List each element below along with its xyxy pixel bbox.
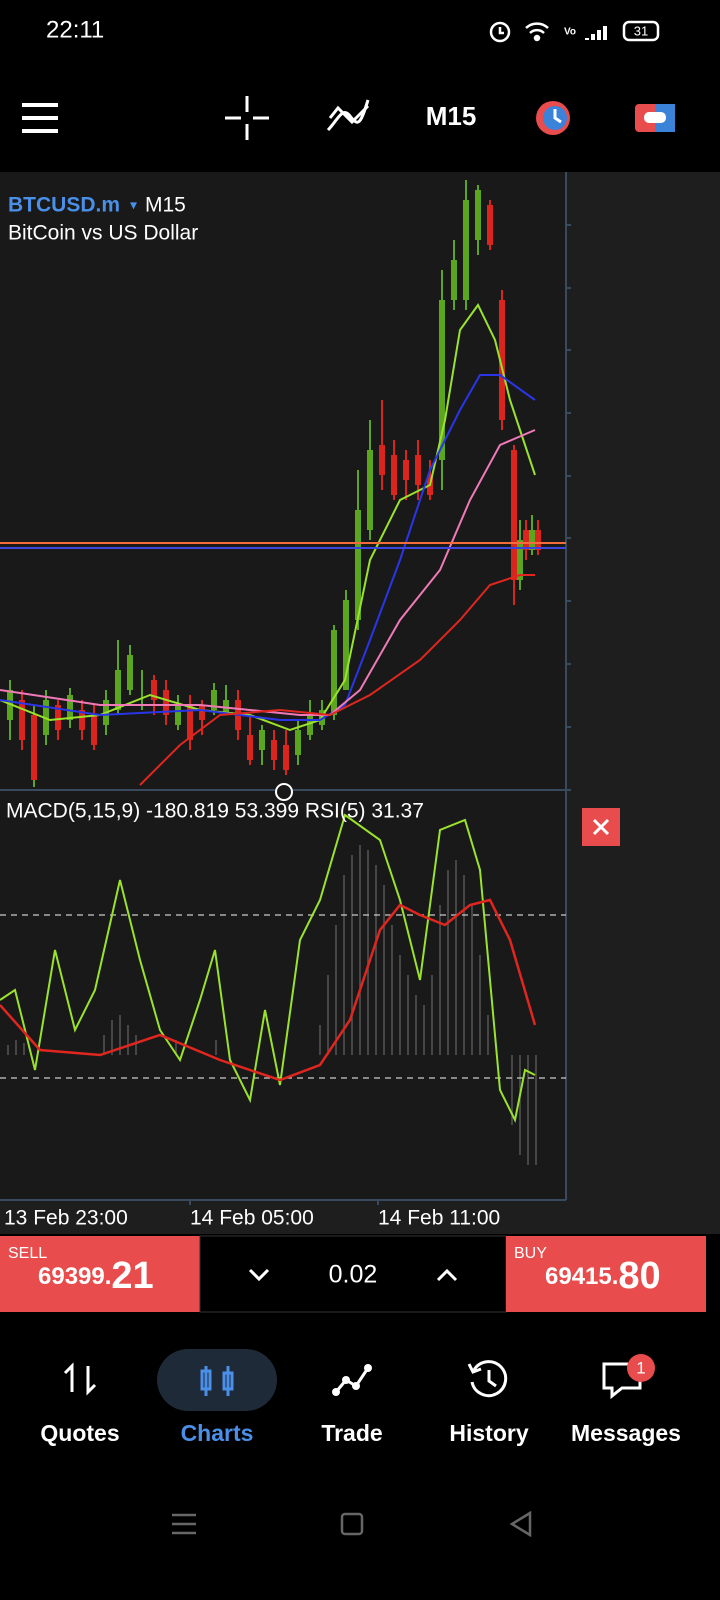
- nav-label: Messages: [571, 1420, 681, 1446]
- volume-value[interactable]: 0.02: [329, 1261, 378, 1289]
- volume-down[interactable]: [248, 1268, 270, 1282]
- nav-label: History: [449, 1420, 528, 1446]
- candlesticks: [7, 180, 541, 787]
- nav-messages[interactable]: 1 Messages: [571, 1354, 681, 1446]
- time-label: 14 Feb 11:00: [378, 1207, 500, 1230]
- battery-level: 31: [634, 23, 648, 38]
- nav-label: Charts: [181, 1420, 254, 1446]
- symbol-name[interactable]: BTCUSD.m: [8, 194, 120, 217]
- messages-badge: 1: [636, 1358, 645, 1377]
- system-nav[interactable]: [172, 1510, 532, 1538]
- menu-button[interactable]: [22, 103, 58, 133]
- signal-line: [0, 898, 537, 1082]
- indicator-label: MACD(5,15,9) -180.819 53.399 RSI(5) 31.3…: [6, 800, 424, 823]
- nav-label: Quotes: [40, 1420, 119, 1446]
- sell-label: SELL: [8, 1245, 47, 1262]
- pane-resize-handle[interactable]: [275, 783, 293, 801]
- chart-pane: [0, 172, 566, 1200]
- indicators-button[interactable]: [326, 99, 370, 132]
- buy-button[interactable]: BUY 69415.80: [506, 1236, 706, 1312]
- status-time: 22:11: [46, 16, 104, 43]
- rsi-line: [0, 813, 536, 1124]
- volume-up[interactable]: [436, 1268, 458, 1282]
- switch-button[interactable]: [635, 104, 675, 132]
- sell-button[interactable]: SELL 69399.21: [0, 1236, 200, 1312]
- nav-trade[interactable]: Trade: [321, 1364, 383, 1446]
- nav-quotes[interactable]: Quotes: [40, 1362, 120, 1446]
- buy-price: 69415.80: [545, 1255, 661, 1297]
- buy-label: BUY: [514, 1245, 547, 1262]
- volume-box: [199, 1235, 507, 1313]
- nav-history[interactable]: History: [449, 1360, 529, 1446]
- nav-label: Trade: [321, 1420, 382, 1446]
- time-label: 14 Feb 05:00: [190, 1207, 314, 1230]
- crosshair-button[interactable]: [225, 96, 269, 140]
- timeframe-button[interactable]: M15: [426, 101, 477, 131]
- time-label: 13 Feb 23:00: [4, 1207, 128, 1230]
- status-volte: Vo: [564, 27, 576, 38]
- sell-price: 69399.21: [38, 1255, 154, 1297]
- chart-timeframe: M15: [145, 194, 186, 217]
- symbol-description: BitCoin vs US Dollar: [8, 222, 198, 245]
- nav-charts[interactable]: Charts: [157, 1349, 277, 1446]
- macd-histogram: [7, 845, 537, 1165]
- moving-averages: [0, 303, 536, 786]
- close-indicator-button[interactable]: [582, 808, 620, 846]
- trade-mode-button[interactable]: [536, 101, 570, 135]
- status-icons: [489, 20, 660, 43]
- price-scale-ticks: [189, 224, 571, 1205]
- symbol-dropdown[interactable]: ▾: [130, 197, 137, 213]
